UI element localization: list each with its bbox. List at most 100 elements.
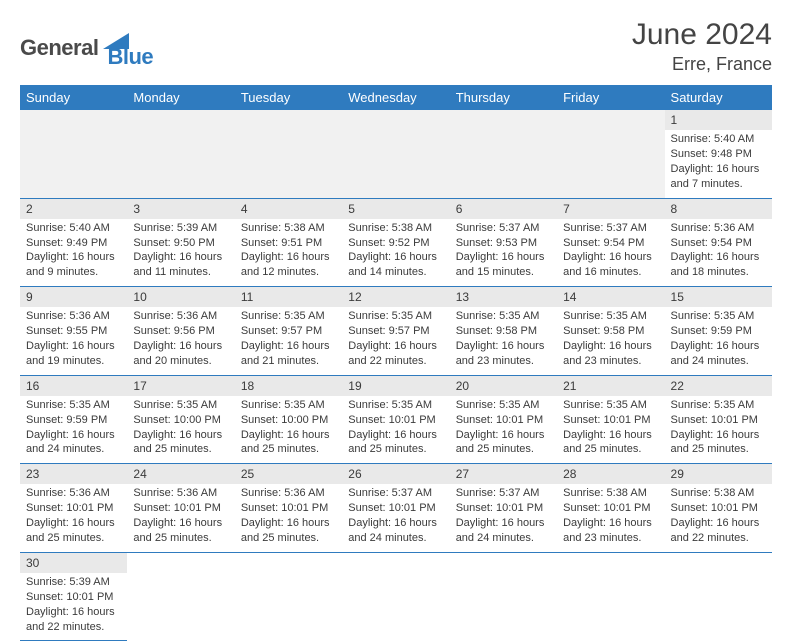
sunrise-text: Sunrise: 5:35 AM <box>456 398 551 413</box>
day-number: 29 <box>665 464 772 484</box>
day-number: 30 <box>20 553 127 573</box>
day-body: Sunrise: 5:36 AMSunset: 10:01 PMDaylight… <box>20 484 127 551</box>
day-number: 25 <box>235 464 342 484</box>
day-body: Sunrise: 5:36 AMSunset: 10:01 PMDaylight… <box>235 484 342 551</box>
sunrise-text: Sunrise: 5:40 AM <box>26 221 121 236</box>
sunset-text: Sunset: 9:50 PM <box>133 236 228 251</box>
logo-text-general: General <box>20 35 98 61</box>
calendar-cell: 30Sunrise: 5:39 AMSunset: 10:01 PMDaylig… <box>20 552 127 641</box>
sunrise-text: Sunrise: 5:35 AM <box>671 398 766 413</box>
day-number: 12 <box>342 287 449 307</box>
sunset-text: Sunset: 10:01 PM <box>133 501 228 516</box>
day-number: 5 <box>342 199 449 219</box>
calendar-cell: 2Sunrise: 5:40 AMSunset: 9:49 PMDaylight… <box>20 198 127 287</box>
sunrise-text: Sunrise: 5:38 AM <box>241 221 336 236</box>
day-number: 20 <box>450 376 557 396</box>
daylight-text: Daylight: 16 hours and 14 minutes. <box>348 250 443 280</box>
calendar-cell: 11Sunrise: 5:35 AMSunset: 9:57 PMDayligh… <box>235 287 342 376</box>
day-body: Sunrise: 5:35 AMSunset: 10:01 PMDaylight… <box>342 396 449 463</box>
sunset-text: Sunset: 9:59 PM <box>26 413 121 428</box>
daylight-text: Daylight: 16 hours and 24 minutes. <box>671 339 766 369</box>
day-number: 26 <box>342 464 449 484</box>
day-body: Sunrise: 5:38 AMSunset: 10:01 PMDaylight… <box>557 484 664 551</box>
calendar-week-row: 16Sunrise: 5:35 AMSunset: 9:59 PMDayligh… <box>20 375 772 464</box>
calendar-week-row: 23Sunrise: 5:36 AMSunset: 10:01 PMDaylig… <box>20 464 772 553</box>
day-body: Sunrise: 5:35 AMSunset: 9:57 PMDaylight:… <box>342 307 449 374</box>
calendar-table: Sunday Monday Tuesday Wednesday Thursday… <box>20 85 772 641</box>
calendar-cell: 6Sunrise: 5:37 AMSunset: 9:53 PMDaylight… <box>450 198 557 287</box>
sunrise-text: Sunrise: 5:35 AM <box>348 398 443 413</box>
day-body: Sunrise: 5:38 AMSunset: 10:01 PMDaylight… <box>665 484 772 551</box>
daylight-text: Daylight: 16 hours and 18 minutes. <box>671 250 766 280</box>
sunset-text: Sunset: 10:01 PM <box>671 413 766 428</box>
day-body: Sunrise: 5:36 AMSunset: 9:54 PMDaylight:… <box>665 219 772 286</box>
sunrise-text: Sunrise: 5:37 AM <box>456 221 551 236</box>
month-title: June 2024 <box>632 18 772 52</box>
day-number: 6 <box>450 199 557 219</box>
sunset-text: Sunset: 10:00 PM <box>133 413 228 428</box>
daylight-text: Daylight: 16 hours and 22 minutes. <box>671 516 766 546</box>
sunset-text: Sunset: 9:57 PM <box>241 324 336 339</box>
daylight-text: Daylight: 16 hours and 16 minutes. <box>563 250 658 280</box>
logo-text-blue: Blue <box>107 44 153 70</box>
sunrise-text: Sunrise: 5:35 AM <box>563 309 658 324</box>
calendar-cell: 10Sunrise: 5:36 AMSunset: 9:56 PMDayligh… <box>127 287 234 376</box>
day-body: Sunrise: 5:35 AMSunset: 10:00 PMDaylight… <box>127 396 234 463</box>
day-body: Sunrise: 5:37 AMSunset: 9:53 PMDaylight:… <box>450 219 557 286</box>
day-body: Sunrise: 5:40 AMSunset: 9:49 PMDaylight:… <box>20 219 127 286</box>
calendar-cell: 27Sunrise: 5:37 AMSunset: 10:01 PMDaylig… <box>450 464 557 553</box>
calendar-cell: 1Sunrise: 5:40 AMSunset: 9:48 PMDaylight… <box>665 110 772 198</box>
sunset-text: Sunset: 10:01 PM <box>563 501 658 516</box>
sunrise-text: Sunrise: 5:38 AM <box>348 221 443 236</box>
daylight-text: Daylight: 16 hours and 24 minutes. <box>348 516 443 546</box>
sunrise-text: Sunrise: 5:35 AM <box>133 398 228 413</box>
calendar-cell: 18Sunrise: 5:35 AMSunset: 10:00 PMDaylig… <box>235 375 342 464</box>
calendar-cell: 7Sunrise: 5:37 AMSunset: 9:54 PMDaylight… <box>557 198 664 287</box>
sunrise-text: Sunrise: 5:36 AM <box>671 221 766 236</box>
day-number: 1 <box>665 110 772 130</box>
day-number: 14 <box>557 287 664 307</box>
sunset-text: Sunset: 10:01 PM <box>456 501 551 516</box>
calendar-cell: 3Sunrise: 5:39 AMSunset: 9:50 PMDaylight… <box>127 198 234 287</box>
day-number: 21 <box>557 376 664 396</box>
daylight-text: Daylight: 16 hours and 22 minutes. <box>26 605 121 635</box>
day-header: Thursday <box>450 85 557 110</box>
sunrise-text: Sunrise: 5:36 AM <box>26 309 121 324</box>
sunrise-text: Sunrise: 5:38 AM <box>671 486 766 501</box>
sunset-text: Sunset: 9:54 PM <box>671 236 766 251</box>
calendar-week-row: 9Sunrise: 5:36 AMSunset: 9:55 PMDaylight… <box>20 287 772 376</box>
day-body: Sunrise: 5:40 AMSunset: 9:48 PMDaylight:… <box>665 130 772 197</box>
calendar-cell <box>557 110 664 198</box>
calendar-cell <box>450 552 557 641</box>
title-block: June 2024 Erre, France <box>632 18 772 75</box>
day-header: Wednesday <box>342 85 449 110</box>
calendar-week-row: 1Sunrise: 5:40 AMSunset: 9:48 PMDaylight… <box>20 110 772 198</box>
calendar-cell: 25Sunrise: 5:36 AMSunset: 10:01 PMDaylig… <box>235 464 342 553</box>
day-body: Sunrise: 5:35 AMSunset: 9:58 PMDaylight:… <box>450 307 557 374</box>
sunset-text: Sunset: 9:54 PM <box>563 236 658 251</box>
sunrise-text: Sunrise: 5:35 AM <box>348 309 443 324</box>
daylight-text: Daylight: 16 hours and 12 minutes. <box>241 250 336 280</box>
daylight-text: Daylight: 16 hours and 25 minutes. <box>133 516 228 546</box>
calendar-cell <box>235 110 342 198</box>
sunset-text: Sunset: 10:01 PM <box>26 501 121 516</box>
sunrise-text: Sunrise: 5:36 AM <box>133 309 228 324</box>
sunrise-text: Sunrise: 5:37 AM <box>348 486 443 501</box>
calendar-week-row: 30Sunrise: 5:39 AMSunset: 10:01 PMDaylig… <box>20 552 772 641</box>
sunset-text: Sunset: 9:55 PM <box>26 324 121 339</box>
sunset-text: Sunset: 10:01 PM <box>563 413 658 428</box>
calendar-cell: 23Sunrise: 5:36 AMSunset: 10:01 PMDaylig… <box>20 464 127 553</box>
sunrise-text: Sunrise: 5:35 AM <box>671 309 766 324</box>
day-body: Sunrise: 5:36 AMSunset: 9:55 PMDaylight:… <box>20 307 127 374</box>
daylight-text: Daylight: 16 hours and 24 minutes. <box>26 428 121 458</box>
sunset-text: Sunset: 10:01 PM <box>456 413 551 428</box>
calendar-cell: 5Sunrise: 5:38 AMSunset: 9:52 PMDaylight… <box>342 198 449 287</box>
daylight-text: Daylight: 16 hours and 25 minutes. <box>241 428 336 458</box>
day-body: Sunrise: 5:37 AMSunset: 10:01 PMDaylight… <box>342 484 449 551</box>
daylight-text: Daylight: 16 hours and 23 minutes. <box>456 339 551 369</box>
sunrise-text: Sunrise: 5:35 AM <box>456 309 551 324</box>
daylight-text: Daylight: 16 hours and 11 minutes. <box>133 250 228 280</box>
sunrise-text: Sunrise: 5:36 AM <box>26 486 121 501</box>
calendar-cell <box>342 552 449 641</box>
sunrise-text: Sunrise: 5:38 AM <box>563 486 658 501</box>
